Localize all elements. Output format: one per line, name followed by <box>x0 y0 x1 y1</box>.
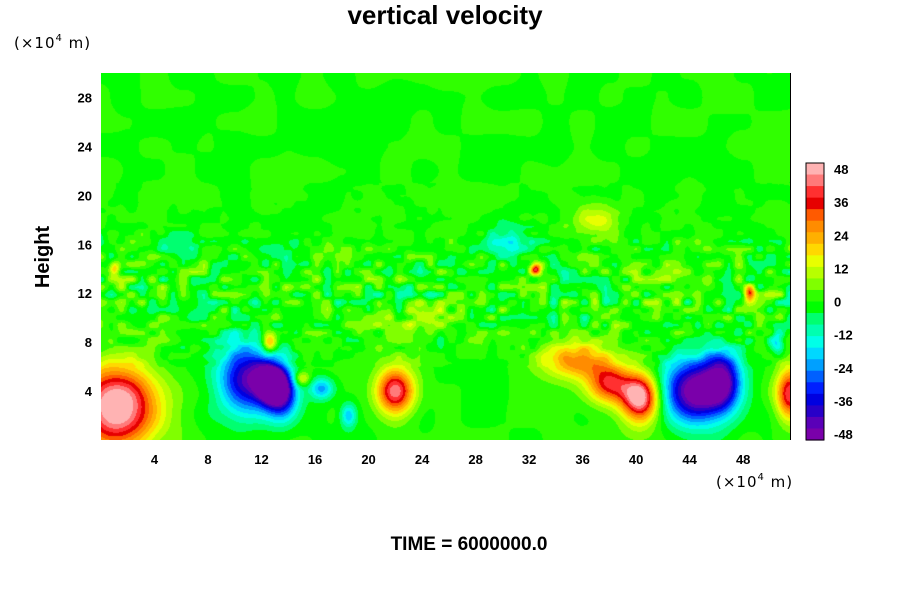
colorbar-segment <box>806 336 824 349</box>
colorbar-tick-label: -24 <box>834 361 854 376</box>
colorbar-segment <box>806 232 824 245</box>
colorbar-tick-label: 24 <box>834 228 849 243</box>
y-unit-suffix: m) <box>63 34 91 52</box>
colorbar-tick-labels: 48 36 24 12 0 -12 -24 -36 -48 <box>834 162 854 442</box>
y-tick-label: 24 <box>78 139 93 154</box>
colorbar-tick-label: 0 <box>834 295 841 310</box>
x-tick-label: 44 <box>682 452 697 467</box>
colorbar-segment <box>806 220 824 233</box>
colorbar-segment <box>806 313 824 326</box>
x-tick-labels: 4 8 12 16 20 24 28 32 36 40 44 48 <box>151 452 751 467</box>
time-label: TIME = 6000000.0 <box>391 534 548 555</box>
colorbar-segment <box>806 163 824 176</box>
y-tick-label: 12 <box>78 286 92 301</box>
colorbar-segment <box>806 370 824 383</box>
x-tick-label: 32 <box>522 452 536 467</box>
x-tick-label: 36 <box>575 452 589 467</box>
colorbar-segment <box>806 428 824 441</box>
y-tick-label: 28 <box>78 90 92 105</box>
colorbar-tick-label: -12 <box>834 328 853 343</box>
colorbar-segment <box>806 301 824 314</box>
colorbar-segment <box>806 278 824 291</box>
colorbar-segment <box>806 382 824 395</box>
colorbar-segment <box>806 347 824 360</box>
colorbar-segment <box>806 255 824 268</box>
x-axis-unit: (×104 m) <box>716 472 793 491</box>
x-tick-label: 4 <box>151 452 159 467</box>
colorbar-segment <box>806 324 824 337</box>
colorbar-tick-label: -36 <box>834 394 853 409</box>
y-unit-prefix: (×10 <box>14 34 56 52</box>
x-tick-label: 12 <box>254 452 268 467</box>
colorbar-segment <box>806 243 824 256</box>
y-tick-label: 20 <box>78 188 92 203</box>
colorbar-tick-label: 36 <box>834 195 848 210</box>
x-unit-suffix: m) <box>765 473 793 491</box>
y-tick-labels: 4 8 12 16 20 24 28 <box>78 90 93 399</box>
x-tick-label: 24 <box>415 452 430 467</box>
colorbar-segment <box>806 416 824 430</box>
y-axis-unit: (×104 m) <box>14 33 91 52</box>
colorbar <box>805 162 825 441</box>
y-unit-exponent: 4 <box>56 33 63 44</box>
colorbar-tick-label: 48 <box>834 162 848 177</box>
colorbar-segment <box>806 186 824 199</box>
colorbar-segment <box>806 197 824 210</box>
x-tick-label: 40 <box>629 452 643 467</box>
y-tick-label: 8 <box>85 335 92 350</box>
chart-title: vertical velocity <box>347 0 543 30</box>
colorbar-segment <box>806 359 824 372</box>
colorbar-segment <box>806 209 824 222</box>
colorbar-segment <box>806 266 824 280</box>
heatmap-field <box>101 73 790 440</box>
x-tick-label: 20 <box>361 452 375 467</box>
x-tick-label: 8 <box>204 452 211 467</box>
x-tick-label: 16 <box>308 452 322 467</box>
y-tick-label: 16 <box>78 237 92 252</box>
colorbar-segment <box>806 393 824 406</box>
x-unit-prefix: (×10 <box>716 473 758 491</box>
x-tick-label: 48 <box>736 452 750 467</box>
x-unit-exponent: 4 <box>758 472 765 483</box>
x-tick-label: 28 <box>468 452 482 467</box>
y-tick-label: 4 <box>85 384 93 399</box>
colorbar-segment <box>806 289 824 303</box>
colorbar-tick-label: 12 <box>834 261 848 276</box>
y-axis-label: Height <box>32 226 54 289</box>
colorbar-tick-label: -48 <box>834 427 853 442</box>
colorbar-border <box>805 162 825 441</box>
colorbar-segment <box>806 405 824 418</box>
colorbar-segment <box>806 174 824 187</box>
